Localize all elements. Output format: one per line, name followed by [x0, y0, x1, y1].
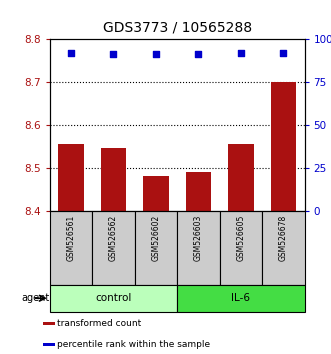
- Bar: [143, 176, 168, 211]
- Bar: [50, 211, 92, 285]
- Bar: [50, 285, 177, 312]
- Bar: [43, 343, 55, 346]
- Point: [153, 52, 159, 57]
- Point: [238, 50, 244, 56]
- Bar: [228, 144, 254, 211]
- Text: GSM526605: GSM526605: [236, 214, 245, 261]
- Title: GDS3773 / 10565288: GDS3773 / 10565288: [103, 21, 252, 35]
- Bar: [270, 82, 296, 211]
- Point: [111, 52, 116, 57]
- Bar: [101, 148, 126, 211]
- Text: control: control: [95, 293, 131, 303]
- Text: GSM526602: GSM526602: [151, 214, 160, 261]
- Text: agent: agent: [22, 293, 50, 303]
- Bar: [92, 211, 135, 285]
- Point: [196, 52, 201, 57]
- Bar: [262, 211, 305, 285]
- Bar: [177, 285, 305, 312]
- Point: [281, 50, 286, 56]
- Text: GSM526562: GSM526562: [109, 214, 118, 261]
- Text: transformed count: transformed count: [57, 319, 141, 328]
- Text: GSM526561: GSM526561: [67, 214, 75, 261]
- Bar: [135, 211, 177, 285]
- Bar: [177, 211, 219, 285]
- Point: [68, 50, 73, 56]
- Bar: [219, 211, 262, 285]
- Bar: [58, 144, 84, 211]
- Bar: [186, 172, 211, 211]
- Text: percentile rank within the sample: percentile rank within the sample: [57, 340, 210, 349]
- Bar: [43, 322, 55, 325]
- Text: GSM526603: GSM526603: [194, 214, 203, 261]
- Text: GSM526678: GSM526678: [279, 214, 288, 261]
- Text: IL-6: IL-6: [231, 293, 250, 303]
